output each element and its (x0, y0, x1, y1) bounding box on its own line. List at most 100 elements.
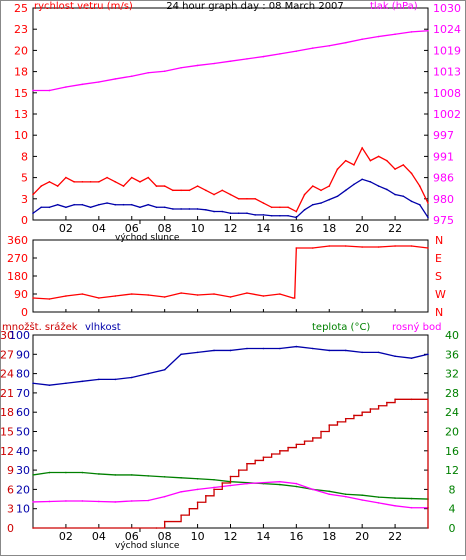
wind-tick-label: 13 (14, 108, 28, 121)
series-direction-point (293, 297, 296, 299)
series-gust_dark-point (196, 208, 199, 210)
series-humidity-point (344, 349, 347, 352)
temperature-tick-label: 8 (449, 483, 456, 496)
temperature-tick-label: 28 (445, 387, 459, 400)
series-wind-point (130, 176, 133, 179)
compass-tick-label: S (435, 270, 442, 283)
x-tick-label: 20 (355, 530, 369, 543)
series-direction-point (81, 293, 84, 295)
series-wind-point (163, 185, 166, 187)
series-gust_dark-point (262, 214, 265, 216)
series-direction-point (114, 295, 117, 297)
series-humidity-point (311, 347, 314, 350)
series-humidity-point (213, 349, 215, 352)
series-gust_dark-point (155, 206, 158, 209)
series-direction-point (196, 294, 199, 296)
series-dewpoint-point (262, 481, 265, 484)
series-temperature-point (65, 471, 67, 474)
series-direction-point (65, 295, 67, 297)
wind-tick-label: 5 (21, 172, 28, 185)
series-gust_dark-point (377, 185, 380, 187)
series-rain-point (163, 520, 166, 523)
series-direction-point (295, 247, 298, 249)
compass-tick-label: E (435, 252, 442, 265)
series-dewpoint-point (361, 499, 363, 501)
rain-tick-label: 3 (7, 503, 14, 516)
rain-tick-label: 12 (0, 445, 14, 458)
series-rain-point (361, 411, 363, 414)
series-humidity-point (98, 378, 100, 381)
pressure-tick-label: 1013 (433, 66, 461, 79)
temperature-tick-label: 20 (445, 426, 459, 439)
series-humidity-point (163, 368, 166, 371)
series-dewpoint-point (213, 486, 215, 489)
series-wind-point (410, 172, 413, 175)
series-direction-point (147, 294, 150, 296)
series-rain-point (213, 488, 215, 491)
series-gust_dark-point (188, 208, 191, 210)
series-wind-point (73, 181, 75, 183)
series-rain-point (229, 475, 232, 478)
series-temperature-point (180, 477, 182, 479)
humidity-tick-label: 90 (16, 348, 30, 361)
x-tick-label: 08 (158, 222, 172, 235)
direction-tick-label: 360 (7, 234, 28, 247)
series-dewpoint-point (246, 482, 248, 485)
rain-tick-label: 0 (7, 522, 14, 535)
series-rain-point (196, 501, 199, 504)
series-rain-point (386, 401, 388, 404)
series-wind-point (361, 147, 363, 149)
series-humidity-point (361, 351, 363, 354)
series-pressure-point (180, 66, 182, 69)
pressure-tick-label: 980 (433, 193, 454, 206)
pressure-tick-label: 1030 (433, 2, 461, 15)
series-wind-point (221, 189, 224, 192)
x-tick-label: 02 (59, 530, 73, 543)
series-rain-point (427, 527, 429, 529)
humidity-tick-label: 10 (16, 503, 30, 516)
series-gust_dark-point (361, 178, 363, 181)
series-temperature-point (114, 474, 117, 476)
series-wind-point (377, 155, 380, 158)
series-direction-point (311, 247, 314, 249)
x-tick-label: 02 (59, 222, 73, 235)
temperature-tick-label: 40 (445, 329, 459, 342)
series-gust_dark-point (180, 208, 182, 210)
series-rain-point (237, 469, 240, 471)
series-wind-point (394, 168, 396, 170)
humidity-tick-label: 20 (16, 483, 30, 496)
humidity-tick-label: 30 (16, 464, 30, 477)
series-humidity-point (32, 382, 34, 385)
x-tick-label: 06 (125, 222, 139, 235)
series-wind-point (353, 164, 355, 166)
series-dewpoint-point (196, 488, 199, 491)
series-rain-point (221, 482, 224, 484)
series-wind-point (320, 189, 322, 192)
series-dewpoint-point (163, 495, 166, 498)
series-direction-point (246, 292, 248, 294)
series-gust_dark-point (106, 202, 108, 204)
humidity-tick-label: 70 (16, 387, 30, 400)
series-gust_dark-point (48, 206, 51, 209)
series-wind-point (114, 181, 117, 183)
series-humidity-point (394, 355, 396, 358)
series-humidity-point (130, 376, 133, 379)
series-gust_dark-point (386, 188, 388, 191)
series-pressure-point (344, 41, 347, 44)
series-rain-point (246, 462, 248, 465)
series-temperature-point (213, 478, 215, 481)
compass-tick-label: N (435, 306, 443, 319)
series-temperature-point (328, 490, 331, 493)
series-humidity-point (295, 345, 298, 348)
series-rain-point (279, 450, 281, 452)
series-rain-point (328, 424, 331, 426)
x-tick-label: 12 (224, 222, 238, 235)
series-gust_dark-point (172, 208, 174, 210)
series-gust_dark-point (81, 203, 84, 206)
series-humidity-point (229, 349, 232, 352)
humidity-tick-label: 50 (16, 426, 30, 439)
series-rain-point (344, 417, 347, 420)
series-wind-point (40, 185, 43, 187)
series-gust_dark-point (65, 206, 67, 209)
series-wind-point (311, 185, 314, 187)
